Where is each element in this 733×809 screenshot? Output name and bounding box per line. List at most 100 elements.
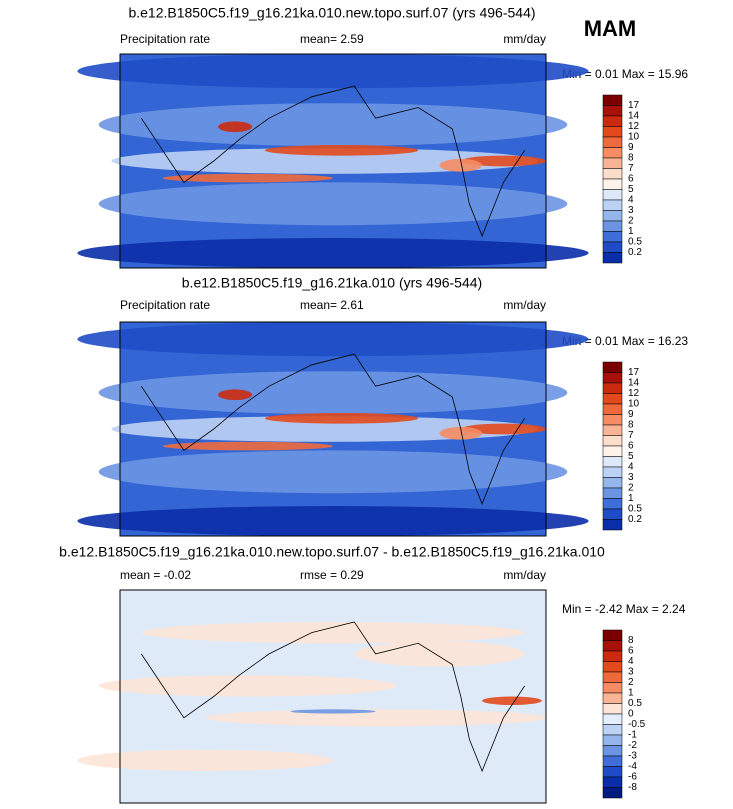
map-field xyxy=(439,158,483,172)
map-frame xyxy=(119,589,547,804)
panel-title: b.e12.B1850C5.f19_g16.21ka.010 (yrs 496-… xyxy=(182,275,482,291)
color-swatch xyxy=(602,477,623,489)
map-frame xyxy=(119,321,547,537)
colorbar-label: 5 xyxy=(628,184,634,195)
colorbar-label: 7 xyxy=(628,163,634,174)
panel-title: b.e12.B1850C5.f19_g16.21ka.010.new.topo.… xyxy=(59,544,605,560)
color-swatch xyxy=(602,682,623,694)
map-field xyxy=(98,450,568,494)
color-swatch xyxy=(602,372,623,384)
colorbar-label: 5 xyxy=(628,451,634,462)
color-swatch xyxy=(602,766,623,778)
color-swatch xyxy=(602,466,623,478)
map-field xyxy=(439,426,483,440)
colorbar-label: 12 xyxy=(628,388,640,399)
color-swatch xyxy=(602,487,623,499)
map-field xyxy=(77,322,589,357)
color-swatch xyxy=(602,136,623,148)
colorbar-label: 2 xyxy=(628,216,634,227)
color-swatch xyxy=(602,220,623,232)
color-swatch xyxy=(602,734,623,746)
coastline xyxy=(140,621,526,773)
color-swatch xyxy=(602,724,623,736)
color-swatch xyxy=(602,629,623,641)
colorbar-label: 9 xyxy=(628,142,634,153)
colorbar-label: 7 xyxy=(628,430,634,441)
colorbar-label: -8 xyxy=(628,782,637,793)
color-swatch xyxy=(602,498,623,510)
colorbar-label: 17 xyxy=(628,100,640,111)
color-swatch xyxy=(602,361,623,373)
map-field xyxy=(460,155,546,167)
map-field xyxy=(264,412,419,424)
map-field xyxy=(98,103,568,147)
color-swatch xyxy=(602,105,623,117)
map xyxy=(77,53,589,269)
color-swatch xyxy=(602,424,623,436)
colorbar-label: -6 xyxy=(628,772,637,783)
colorbar-label: 0.2 xyxy=(628,247,642,258)
color-swatch xyxy=(602,435,623,447)
color-swatch xyxy=(602,231,623,243)
map xyxy=(77,589,547,804)
colorbar-label: -1 xyxy=(628,730,637,741)
map-field xyxy=(264,144,419,156)
map-field xyxy=(98,371,568,415)
colorbar-label: 4 xyxy=(628,656,634,667)
units-label: mm/day xyxy=(503,32,546,46)
color-swatch xyxy=(602,94,623,106)
color-swatch xyxy=(602,787,623,799)
map-field xyxy=(77,54,589,89)
color-swatch xyxy=(602,640,623,652)
color-swatch xyxy=(602,776,623,788)
map-field xyxy=(162,441,333,451)
colorbar-label: 10 xyxy=(628,399,640,410)
panel-left-label: Precipitation rate xyxy=(120,298,210,312)
colorbar-label: 8 xyxy=(628,420,634,431)
color-swatch xyxy=(602,671,623,683)
map-field xyxy=(98,182,568,226)
colorbar-label: 8 xyxy=(628,153,634,164)
map-field xyxy=(162,173,333,183)
colorbar-label: 3 xyxy=(628,472,634,483)
color-swatch xyxy=(602,713,623,725)
panel-center-label: rmse = 0.29 xyxy=(300,568,364,582)
color-swatch xyxy=(602,189,623,201)
min-max-label: Min = 0.01 Max = 15.96 xyxy=(562,67,688,81)
color-swatch xyxy=(602,393,623,405)
color-swatch xyxy=(602,178,623,190)
coastline xyxy=(140,353,526,505)
color-swatch xyxy=(602,650,623,662)
colorbar-label: 14 xyxy=(628,378,640,389)
min-max-label: Min = 0.01 Max = 16.23 xyxy=(562,334,688,348)
map-field xyxy=(77,506,589,536)
color-swatch xyxy=(602,703,623,715)
color-swatch xyxy=(602,755,623,767)
colorbar-label: 3 xyxy=(628,667,634,678)
colorbar-label: 1 xyxy=(628,226,634,237)
color-swatch xyxy=(602,661,623,673)
color-swatch xyxy=(602,168,623,180)
map-field xyxy=(217,121,253,133)
min-max-label: Min = -2.42 Max = 2.24 xyxy=(562,602,686,616)
colorbar-label: -3 xyxy=(628,751,637,762)
units-label: mm/day xyxy=(503,568,546,582)
map-field xyxy=(217,389,253,401)
colorbar-label: 2 xyxy=(628,483,634,494)
colorbar-label: 6 xyxy=(628,646,634,657)
map-field xyxy=(141,621,525,644)
panel-center-label: mean= 2.59 xyxy=(300,32,364,46)
colorbar-label: 2 xyxy=(628,677,634,688)
color-swatch xyxy=(602,210,623,222)
season-label: MAM xyxy=(584,16,637,41)
color-swatch xyxy=(602,241,623,253)
map xyxy=(77,321,589,537)
colorbar-label: 17 xyxy=(628,367,640,378)
map-field xyxy=(482,696,542,706)
panel-left-label: mean = -0.02 xyxy=(120,568,191,582)
colorbar-label: 6 xyxy=(628,441,634,452)
colorbar-label: 9 xyxy=(628,409,634,420)
color-swatch xyxy=(602,157,623,169)
map-field xyxy=(354,641,525,667)
color-swatch xyxy=(602,199,623,211)
